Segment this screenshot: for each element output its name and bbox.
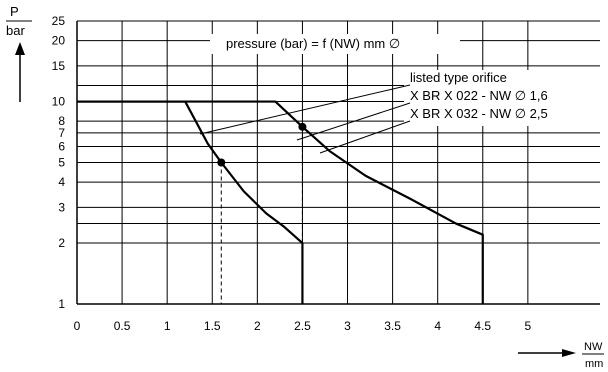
- y-tick-label-4: 4: [58, 175, 65, 189]
- series-line-1: [77, 100, 304, 304]
- x-axis-arrow-head: [562, 349, 576, 357]
- x-tick-label-4.5: 4.5: [474, 319, 491, 333]
- y-tick-label-25: 25: [52, 14, 66, 28]
- y-tick-label-1: 1: [58, 297, 65, 311]
- legend-leader-2: [319, 120, 411, 154]
- curves: [77, 100, 484, 304]
- tick-labels: 1 2 3 4 5 678 10 15 20 25 0 0.5 1 1.5 2 2.5 3 3.5 4 4.5 5: [52, 14, 532, 333]
- x-axis-label-bottom: mm: [585, 358, 603, 370]
- x-axis-label-top: NW: [584, 341, 603, 353]
- x-tick-label-0: 0: [74, 319, 81, 333]
- y-tick-label-20: 20: [52, 34, 66, 48]
- x-tick-label-3: 3: [344, 319, 351, 333]
- legend-background: [404, 70, 600, 126]
- x-tick-label-3.5: 3.5: [384, 319, 401, 333]
- series-line-2: [77, 100, 484, 304]
- legend-series-2: X BR X 032 - NW ∅ 2,5: [410, 106, 548, 121]
- legend-series-1: X BR X 022 - NW ∅ 1,6: [410, 88, 548, 103]
- y-tick-label-10: 10: [52, 95, 66, 109]
- y-tick-label-5: 5: [58, 156, 65, 170]
- x-tick-label-4: 4: [434, 319, 441, 333]
- legend-leader-1: [199, 84, 411, 135]
- grid: [76, 20, 600, 305]
- y-tick-label-8: 8: [58, 114, 65, 128]
- x-tick-label-1: 1: [164, 319, 171, 333]
- x-tick-label-5: 5: [525, 319, 532, 333]
- y-tick-label-6: 6: [58, 139, 65, 153]
- y-tick-label-15: 15: [52, 59, 66, 73]
- y-tick-label-3: 3: [58, 200, 65, 214]
- chart-title: pressure (bar) = f (NW) mm ∅: [226, 36, 400, 51]
- y-axis-label-top: P: [10, 4, 19, 19]
- y-axis-label-bottom: bar: [6, 23, 25, 38]
- y-tick-label-2: 2: [58, 236, 65, 250]
- y-tick-label-7: 7: [58, 126, 65, 140]
- x-tick-label-2.5: 2.5: [294, 319, 311, 333]
- marker-point-1: [217, 158, 226, 167]
- legend-title: listed type orifice: [410, 70, 507, 85]
- title-background: [210, 34, 460, 54]
- x-tick-label-2: 2: [254, 319, 261, 333]
- y-axis-arrow-head: [15, 42, 25, 55]
- marker-point-2: [298, 122, 307, 131]
- x-tick-label-1.5: 1.5: [204, 319, 221, 333]
- x-tick-label-0.5: 0.5: [114, 319, 131, 333]
- legend-leader-1b: [296, 102, 411, 141]
